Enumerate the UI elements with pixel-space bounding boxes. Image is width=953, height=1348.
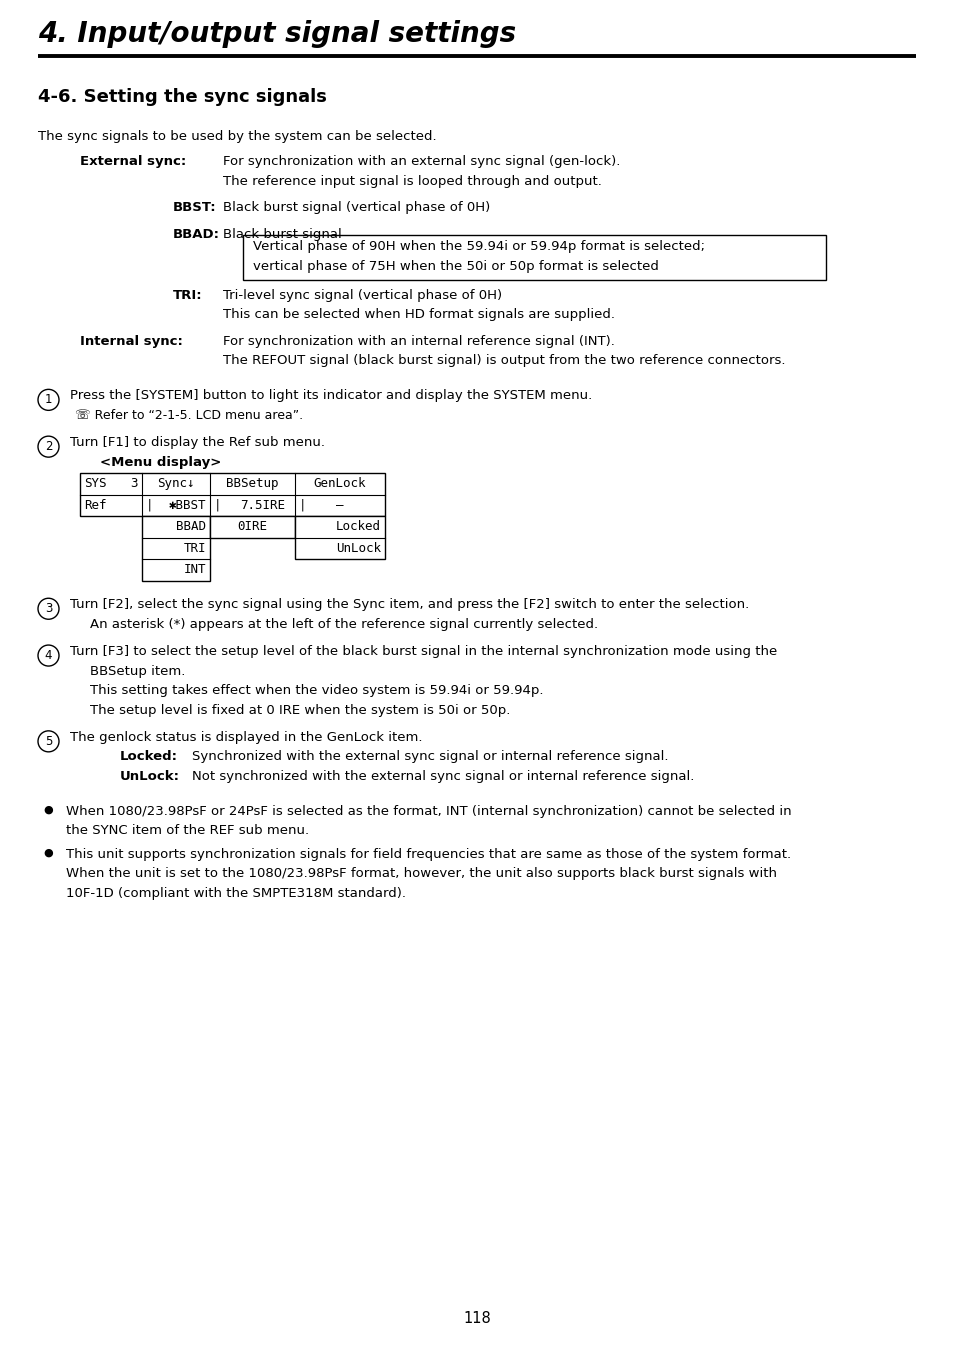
Text: 10F-1D (compliant with the SMPTE318M standard).: 10F-1D (compliant with the SMPTE318M sta… bbox=[66, 887, 406, 900]
Text: 0IRE: 0IRE bbox=[237, 520, 267, 534]
Text: <Menu display>: <Menu display> bbox=[100, 456, 221, 469]
FancyBboxPatch shape bbox=[80, 473, 385, 516]
Text: The setup level is fixed at 0 IRE when the system is 50i or 50p.: The setup level is fixed at 0 IRE when t… bbox=[90, 704, 510, 717]
Text: Turn [F1] to display the Ref sub menu.: Turn [F1] to display the Ref sub menu. bbox=[70, 437, 325, 449]
Text: The sync signals to be used by the system can be selected.: The sync signals to be used by the syste… bbox=[38, 129, 436, 143]
Text: ●: ● bbox=[43, 805, 52, 816]
Text: Ref: Ref bbox=[84, 499, 107, 512]
Text: This can be selected when HD format signals are supplied.: This can be selected when HD format sign… bbox=[223, 309, 615, 321]
Text: 3: 3 bbox=[131, 477, 138, 491]
Text: 118: 118 bbox=[462, 1312, 491, 1326]
Text: Internal sync:: Internal sync: bbox=[80, 334, 183, 348]
Text: For synchronization with an external sync signal (gen-lock).: For synchronization with an external syn… bbox=[223, 155, 619, 168]
Text: Synchronized with the external sync signal or internal reference signal.: Synchronized with the external sync sign… bbox=[192, 751, 668, 763]
Text: GenLock: GenLock bbox=[314, 477, 366, 491]
Text: 5: 5 bbox=[45, 735, 52, 748]
Text: |: | bbox=[146, 499, 153, 512]
Text: 2: 2 bbox=[45, 441, 52, 453]
Text: Press the [SYSTEM] button to light its indicator and display the SYSTEM menu.: Press the [SYSTEM] button to light its i… bbox=[70, 390, 592, 402]
Text: Tri-level sync signal (vertical phase of 0H): Tri-level sync signal (vertical phase of… bbox=[223, 288, 501, 302]
Text: –: – bbox=[335, 499, 343, 512]
Text: An asterisk (*) appears at the left of the reference signal currently selected.: An asterisk (*) appears at the left of t… bbox=[90, 617, 598, 631]
Text: The reference input signal is looped through and output.: The reference input signal is looped thr… bbox=[223, 175, 601, 187]
Text: UnLock: UnLock bbox=[335, 542, 380, 554]
Text: BBSetup: BBSetup bbox=[226, 477, 278, 491]
Text: Black burst signal (vertical phase of 0H): Black burst signal (vertical phase of 0H… bbox=[223, 201, 490, 214]
Text: Not synchronized with the external sync signal or internal reference signal.: Not synchronized with the external sync … bbox=[192, 770, 694, 783]
Text: |: | bbox=[298, 499, 306, 512]
Text: vertical phase of 75H when the 50i or 50p format is selected: vertical phase of 75H when the 50i or 50… bbox=[253, 260, 659, 272]
Text: BBSetup item.: BBSetup item. bbox=[90, 665, 185, 678]
Text: ✱BBST: ✱BBST bbox=[169, 499, 206, 512]
FancyBboxPatch shape bbox=[142, 516, 210, 581]
FancyBboxPatch shape bbox=[243, 236, 825, 280]
Text: Locked:: Locked: bbox=[120, 751, 178, 763]
Text: When the unit is set to the 1080/23.98PsF format, however, the unit also support: When the unit is set to the 1080/23.98Ps… bbox=[66, 867, 776, 880]
Text: BBST:: BBST: bbox=[172, 201, 216, 214]
Text: 3: 3 bbox=[45, 603, 52, 615]
Text: 1: 1 bbox=[45, 394, 52, 406]
Text: |: | bbox=[213, 499, 221, 512]
Text: INT: INT bbox=[183, 563, 206, 576]
Text: External sync:: External sync: bbox=[80, 155, 186, 168]
Text: This setting takes effect when the video system is 59.94i or 59.94p.: This setting takes effect when the video… bbox=[90, 683, 543, 697]
FancyBboxPatch shape bbox=[294, 516, 385, 559]
Text: 7.5IRE: 7.5IRE bbox=[240, 499, 285, 512]
Text: 4-6. Setting the sync signals: 4-6. Setting the sync signals bbox=[38, 88, 327, 106]
Text: ●: ● bbox=[43, 848, 52, 857]
Text: Vertical phase of 90H when the 59.94i or 59.94p format is selected;: Vertical phase of 90H when the 59.94i or… bbox=[253, 240, 704, 253]
Text: Locked: Locked bbox=[335, 520, 380, 534]
Text: Black burst signal: Black burst signal bbox=[223, 228, 341, 240]
Text: ☏ Refer to “2-1-5. LCD menu area”.: ☏ Refer to “2-1-5. LCD menu area”. bbox=[75, 408, 303, 422]
Text: Turn [F2], select the sync signal using the Sync item, and press the [F2] switch: Turn [F2], select the sync signal using … bbox=[70, 599, 748, 611]
Text: UnLock:: UnLock: bbox=[120, 770, 180, 783]
Text: Turn [F3] to select the setup level of the black burst signal in the internal sy: Turn [F3] to select the setup level of t… bbox=[70, 646, 777, 658]
Text: When 1080/23.98PsF or 24PsF is selected as the format, INT (internal synchroniza: When 1080/23.98PsF or 24PsF is selected … bbox=[66, 805, 791, 818]
Text: The REFOUT signal (black burst signal) is output from the two reference connecto: The REFOUT signal (black burst signal) i… bbox=[223, 355, 784, 367]
Text: the SYNC item of the REF sub menu.: the SYNC item of the REF sub menu. bbox=[66, 825, 309, 837]
Text: The genlock status is displayed in the GenLock item.: The genlock status is displayed in the G… bbox=[70, 731, 422, 744]
Text: TRI: TRI bbox=[183, 542, 206, 554]
Text: TRI:: TRI: bbox=[172, 288, 202, 302]
Text: SYS: SYS bbox=[84, 477, 107, 491]
FancyBboxPatch shape bbox=[210, 516, 294, 538]
Text: 4. Input/output signal settings: 4. Input/output signal settings bbox=[38, 20, 516, 49]
Text: Sync↓: Sync↓ bbox=[157, 477, 194, 491]
Text: For synchronization with an internal reference signal (INT).: For synchronization with an internal ref… bbox=[223, 334, 615, 348]
Text: 4: 4 bbox=[45, 648, 52, 662]
Text: This unit supports synchronization signals for field frequencies that are same a: This unit supports synchronization signa… bbox=[66, 848, 790, 861]
Text: BBAD: BBAD bbox=[175, 520, 206, 534]
Text: BBAD:: BBAD: bbox=[172, 228, 220, 240]
